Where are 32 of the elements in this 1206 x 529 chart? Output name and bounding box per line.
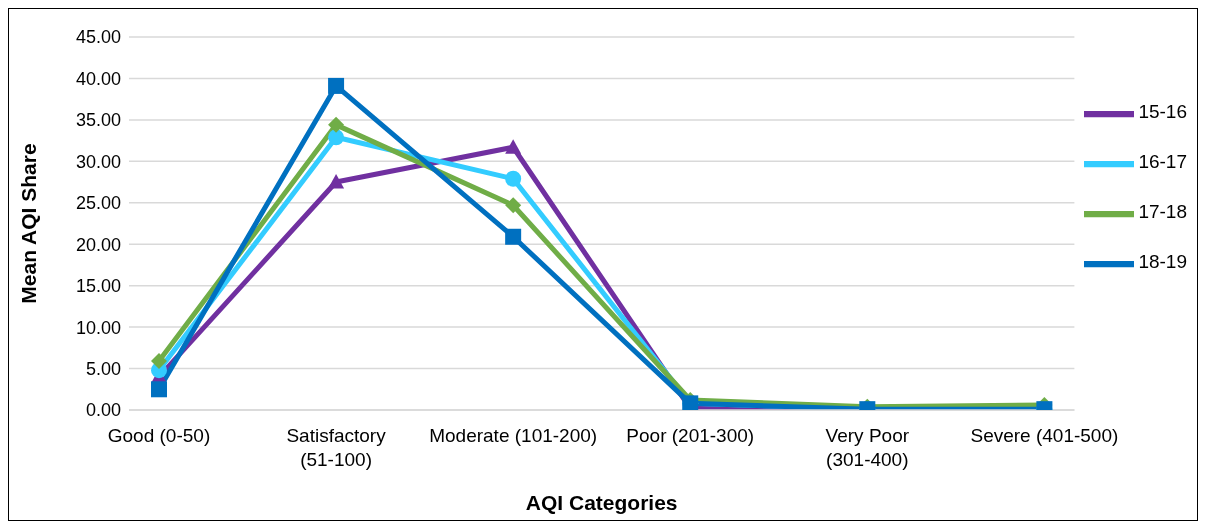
point — [505, 228, 522, 245]
point — [505, 139, 522, 154]
point — [328, 174, 345, 189]
point — [328, 116, 345, 133]
x-tick-label: Moderate (101-200) — [429, 425, 598, 446]
y-tick-label: 0.00 — [85, 400, 121, 421]
x-tick-label: Poor (201-300) — [626, 425, 755, 446]
point — [505, 170, 522, 187]
y-axis-title: Mean AQI Share — [17, 143, 41, 304]
legend-label: 18-19 — [1138, 251, 1187, 273]
x-tick-label: Very Poor (301-400) — [825, 425, 910, 470]
y-tick-label: 30.00 — [75, 151, 121, 172]
y-tick-label: 5.00 — [85, 358, 121, 379]
y-tick-label: 20.00 — [75, 234, 121, 255]
y-tick-label: 45.00 — [75, 27, 121, 48]
y-tick-label: 35.00 — [75, 110, 121, 131]
point — [505, 197, 522, 214]
point — [151, 381, 167, 398]
y-tick-label: 40.00 — [75, 68, 121, 89]
y-tick-label: 15.00 — [75, 276, 121, 297]
y-tick-label: 10.00 — [75, 317, 121, 338]
legend-label: 16-17 — [1138, 151, 1187, 173]
x-axis-title: AQI Categories — [525, 491, 678, 514]
x-tick-label: Good (0-50) — [107, 425, 211, 446]
legend-label: 15-16 — [1138, 101, 1187, 123]
y-tick-label: 25.00 — [75, 193, 121, 214]
x-tick-label: Satisfactory (51-100) — [286, 425, 387, 470]
point — [328, 129, 345, 146]
legend-label: 17-18 — [1138, 201, 1187, 223]
point — [151, 353, 167, 370]
x-tick-label: Severe (401-500) — [970, 425, 1119, 446]
point — [328, 77, 345, 94]
